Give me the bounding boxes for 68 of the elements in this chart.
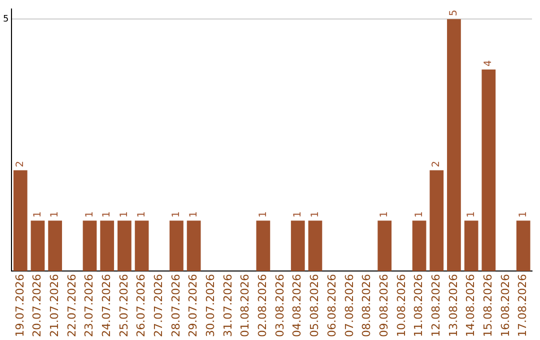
x-tick-label: 29.07.2026: [186, 274, 200, 338]
bar: [464, 220, 478, 272]
data-label: 1: [171, 211, 182, 218]
x-tick-label: 14.08.2026: [464, 274, 478, 338]
x-tick-label: 04.08.2026: [290, 274, 304, 338]
x-tick-label: 06.08.2026: [325, 274, 338, 338]
data-label: 1: [414, 211, 425, 218]
bar: [378, 220, 392, 272]
x-tick-label: 24.07.2026: [100, 274, 113, 338]
data-label: 1: [84, 211, 96, 218]
data-label: 1: [32, 211, 44, 218]
bar: [100, 220, 114, 272]
data-label: 2: [14, 160, 26, 168]
bar: [516, 220, 530, 272]
data-label: 4: [483, 60, 494, 66]
x-tick-label: 25.07.2026: [117, 274, 130, 338]
bar: [308, 220, 322, 272]
x-tick-label: 20.07.2026: [30, 274, 44, 338]
data-label: 1: [258, 211, 269, 218]
data-label: 1: [466, 211, 477, 218]
bar: [30, 220, 45, 272]
x-tick-label: 03.08.2026: [273, 274, 286, 338]
data-label: 1: [518, 211, 529, 218]
bar: [256, 220, 270, 272]
x-tick-label: 05.08.2026: [308, 274, 322, 338]
bar: [290, 220, 305, 272]
data-label: 5: [448, 10, 460, 16]
x-tick-label: 02.08.2026: [256, 274, 270, 338]
x-tick-label: 27.07.2026: [152, 274, 165, 338]
x-tick-label: 01.08.2026: [238, 274, 252, 338]
data-label: 1: [292, 211, 304, 218]
x-tick-label: 11.08.2026: [412, 274, 426, 338]
x-tick-label: 13.08.2026: [446, 274, 460, 338]
x-tick-label: 26.07.2026: [134, 274, 148, 338]
bar: [170, 220, 184, 272]
x-tick-label: 09.08.2026: [377, 274, 390, 338]
x-tick-label: 16.08.2026: [498, 274, 512, 338]
bar: [48, 220, 62, 272]
x-tick-label: 15.08.2026: [482, 274, 495, 338]
x-tick-label: 10.08.2026: [394, 274, 408, 338]
bar: [412, 220, 426, 272]
data-label: 1: [136, 211, 148, 218]
x-tick-label: 22.07.2026: [65, 274, 78, 338]
data-label: 1: [379, 211, 390, 218]
x-tick-label: 08.08.2026: [360, 274, 374, 338]
x-tick-label: 21.07.2026: [48, 274, 61, 338]
x-tick-label: 30.07.2026: [204, 274, 218, 338]
x-tick-label: 19.07.2026: [13, 274, 26, 338]
x-tick-label: 12.08.2026: [429, 274, 442, 338]
x-tick-label: 23.07.2026: [82, 274, 96, 338]
data-label: 1: [102, 211, 113, 218]
bar: [186, 220, 201, 272]
data-label: 1: [50, 211, 61, 218]
bar: [82, 220, 97, 272]
data-label: 1: [188, 211, 200, 218]
x-tick-label: 17.08.2026: [516, 274, 530, 338]
bar: [134, 220, 149, 272]
bar: [482, 69, 496, 272]
x-tick-label: 31.07.2026: [221, 274, 234, 338]
bar: [430, 170, 444, 272]
bar: [13, 170, 28, 272]
data-label: 1: [119, 211, 130, 218]
bar: [118, 220, 132, 272]
bar: [447, 19, 461, 272]
data-label: 2: [431, 160, 442, 168]
data-label: 1: [310, 211, 321, 218]
x-tick-label: 07.08.2026: [342, 274, 356, 338]
x-tick-label: 28.07.2026: [169, 274, 182, 338]
